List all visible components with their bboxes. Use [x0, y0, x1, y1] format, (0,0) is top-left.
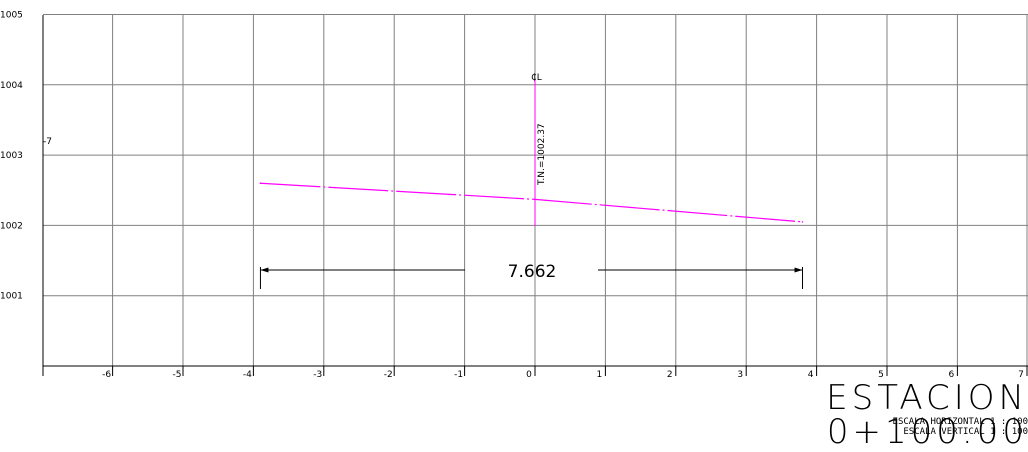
y-tick-label: 1003 [0, 151, 23, 161]
y-tick-labels: 1001 1002 1003 1004 1005 [0, 11, 23, 302]
x-tick-labels: -6 -5 -4 -3 -2 -1 0 1 2 3 4 5 6 7 [102, 370, 1024, 380]
vertical-scale: ESCALA VERTICAL 1 : 100 [903, 427, 1028, 437]
cross-section-plot: -6 -5 -4 -3 -2 -1 0 1 2 3 4 5 6 7 1001100210031004100… [0, 11, 1028, 380]
x-tick-label: -5 [173, 370, 182, 380]
dimension-arrow-right [794, 267, 803, 273]
side-mark: -7 [43, 137, 52, 147]
x-tick-label: 0 [526, 370, 532, 380]
terrain-point [259, 182, 262, 185]
dimension-arrow-left [260, 267, 269, 273]
natural-ground-label: T.N.=1002.37 [537, 123, 547, 186]
station-title: ESTACION 0+100.00 [826, 378, 1028, 452]
x-tick-label: 7 [1018, 370, 1024, 380]
x-tick-label: 1 [597, 370, 603, 380]
y-tick-label: 1002 [0, 221, 23, 231]
width-dimension-value: 7.662 [508, 262, 557, 282]
x-tick-label: 4 [808, 370, 814, 380]
x-tick-label: -4 [243, 370, 252, 380]
y-tick-label: 1001 [0, 292, 23, 302]
x-tick-label: 6 [949, 370, 955, 380]
x-tick-label: -3 [313, 370, 322, 380]
terrain-point [801, 221, 804, 223]
centerline-symbol: ₵L [531, 73, 542, 83]
terrain-line [260, 182, 803, 223]
x-tick-label: 5 [878, 370, 884, 380]
x-tick-label: -2 [384, 370, 393, 380]
x-tick-label: 3 [737, 370, 743, 380]
width-dimension [259, 267, 804, 289]
x-tick-label: -6 [102, 370, 111, 380]
vertical-gridlines [112, 15, 1028, 366]
axes [42, 15, 1028, 376]
x-tick-label: 2 [667, 370, 673, 380]
y-tick-label: 1004 [0, 81, 23, 91]
y-tick-label: 1005 [0, 11, 23, 21]
terrain-profile [259, 182, 804, 223]
horizontal-scale: ESCALA HORIZONTAL 1 : 100 [892, 417, 1028, 427]
x-tick-label: -1 [454, 370, 463, 380]
